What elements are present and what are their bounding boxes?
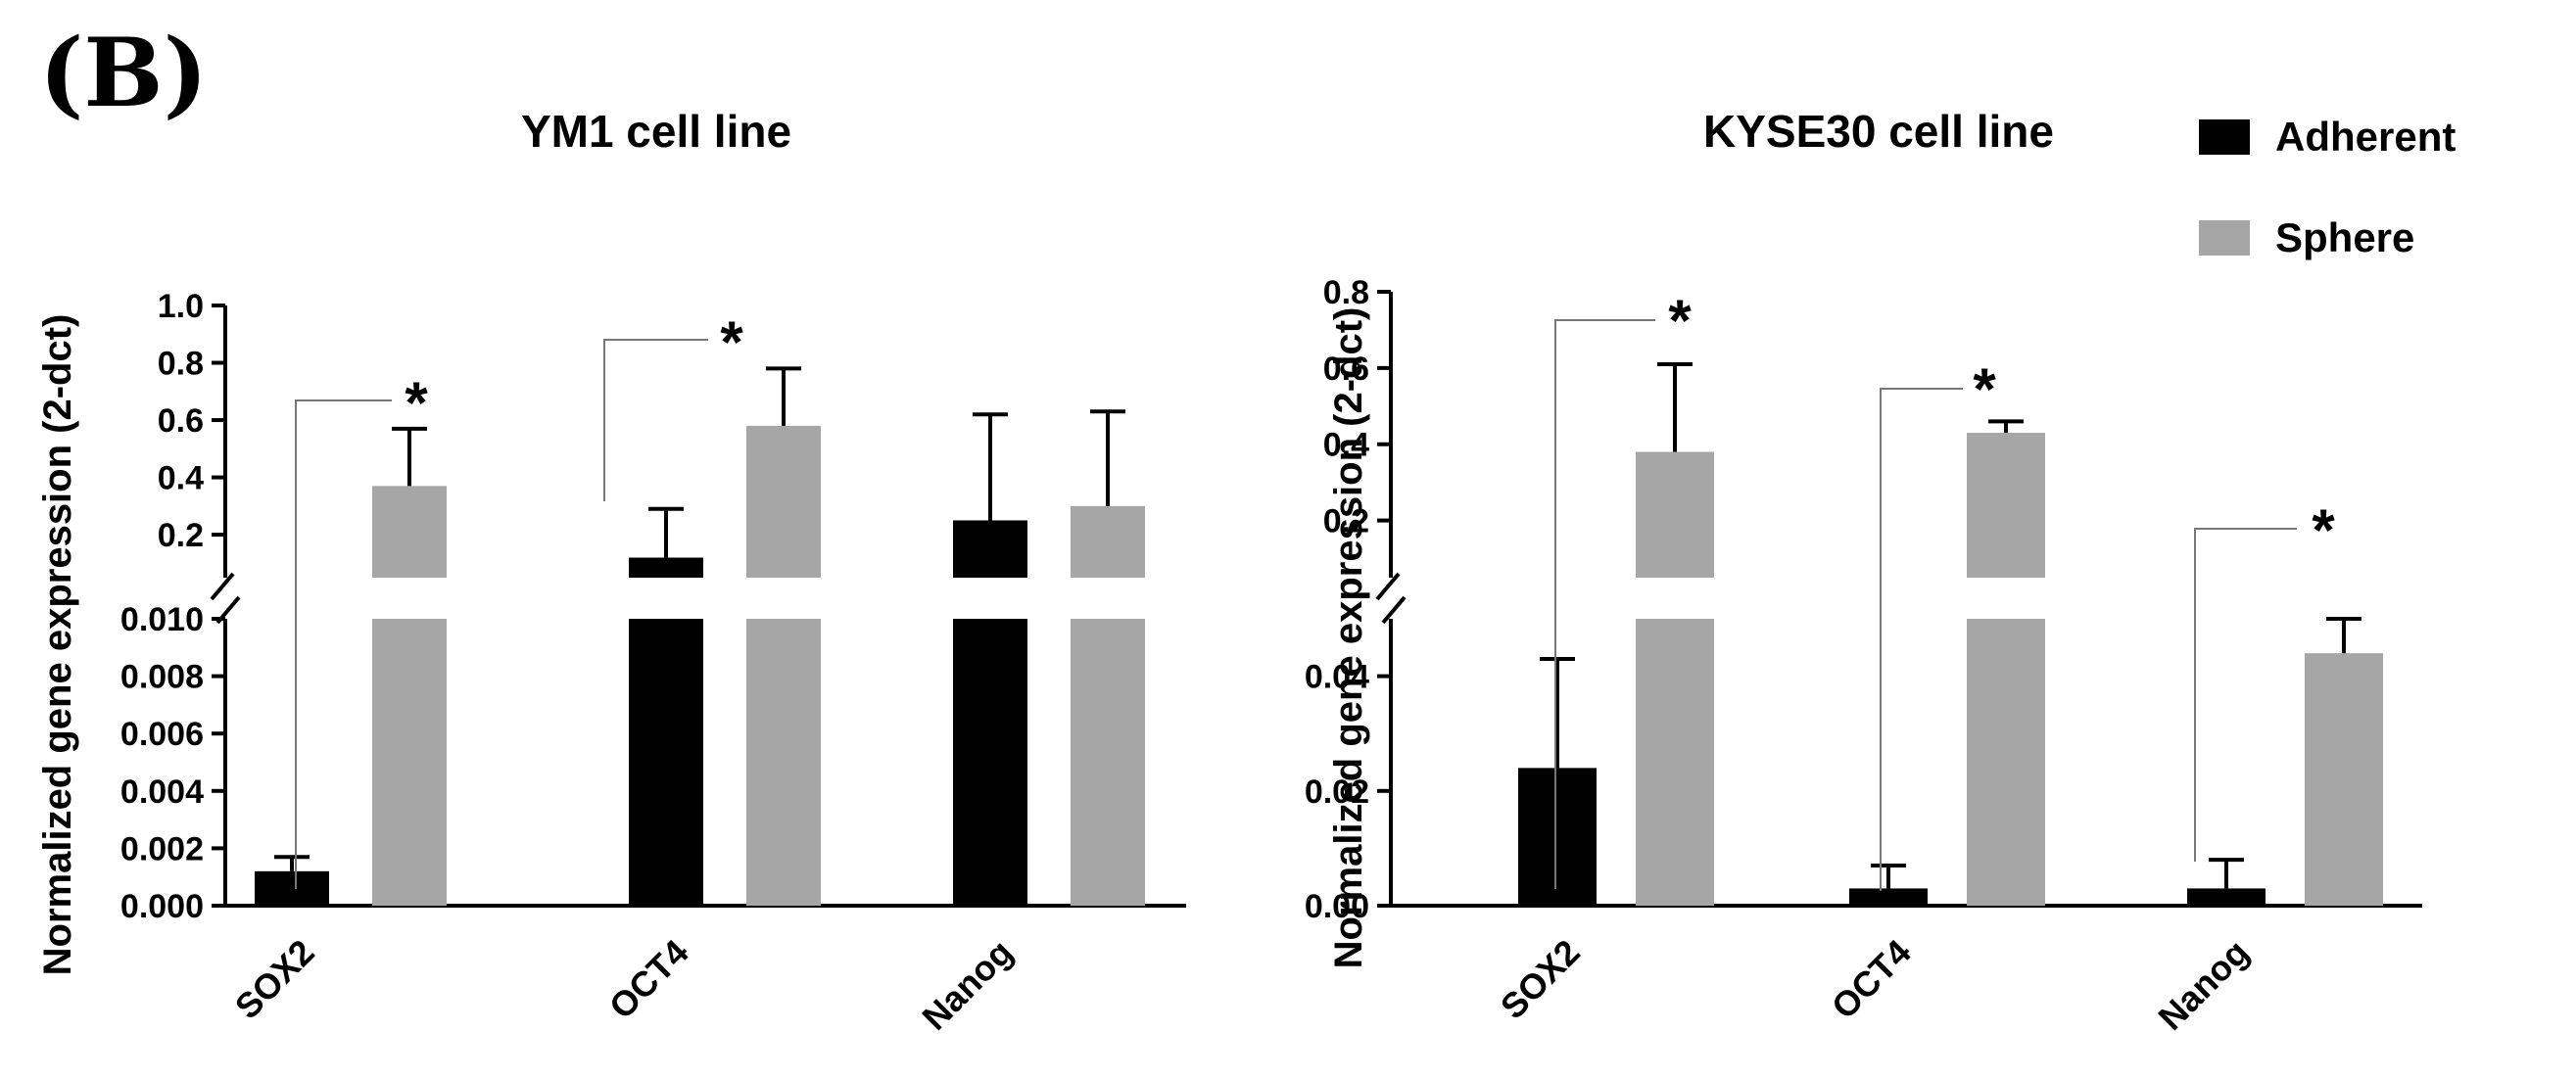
x-tick-label: Nanog xyxy=(2150,932,2256,1038)
y-tick-label: 0.8 xyxy=(1323,274,1369,311)
legend-swatch xyxy=(2199,119,2250,155)
bar xyxy=(1636,619,1714,906)
y-tick-label: 0.6 xyxy=(1323,351,1369,388)
significance-star: * xyxy=(1668,288,1692,353)
y-tick-label: 0.4 xyxy=(1323,427,1369,464)
significance-bracket xyxy=(603,339,708,501)
x-tick-label: OCT4 xyxy=(601,932,696,1027)
legend-label: Sphere xyxy=(2275,214,2414,260)
bar xyxy=(1967,619,2045,906)
x-tick-label: SOX2 xyxy=(1493,932,1588,1027)
legend-label: Adherent xyxy=(2275,114,2456,160)
significance-star: * xyxy=(1973,356,1996,422)
significance-star: * xyxy=(720,309,743,375)
y-axis-label: Normalized gene expression (2-dct) xyxy=(36,314,79,976)
axis-break-mark xyxy=(1375,572,1401,601)
x-tick-label: SOX2 xyxy=(227,932,322,1027)
y-tick-label: 0.008 xyxy=(120,659,204,696)
chart-kyse30: KYSE30 cell line Normalized gene expressi… xyxy=(1305,106,2422,1038)
chart-title: YM1 cell line xyxy=(521,106,791,157)
x-tick-label: OCT4 xyxy=(1824,932,1919,1027)
significance-bracket xyxy=(1880,388,1963,891)
y-tick-label: 0.00 xyxy=(1305,888,1369,925)
bar xyxy=(372,486,447,578)
legend-swatch xyxy=(2199,220,2250,256)
bar xyxy=(953,520,1027,578)
bar xyxy=(629,619,703,906)
significance-star: * xyxy=(405,370,428,436)
significance-bracket xyxy=(2194,528,2297,862)
bar xyxy=(746,425,821,578)
bar xyxy=(1071,505,1145,578)
chart-title: KYSE30 cell line xyxy=(1703,106,2054,157)
bar xyxy=(1518,768,1597,906)
y-tick-label: 0.6 xyxy=(158,402,204,440)
bar xyxy=(2187,888,2266,906)
bar xyxy=(1967,433,2045,578)
y-tick-label: 1.0 xyxy=(158,288,204,325)
significance-bracket xyxy=(1554,319,1655,889)
bar xyxy=(1849,888,1928,906)
y-axis-label: Normalized gene expression (2-dct) xyxy=(1327,307,1370,969)
chart-ym1: YM1 cell line Normalized gene expression … xyxy=(36,106,1186,1038)
bar xyxy=(746,619,821,906)
y-tick-label: 0.2 xyxy=(1323,503,1369,540)
y-tick-label: 0.002 xyxy=(120,830,204,867)
y-tick-label: 0.000 xyxy=(120,888,204,925)
bar xyxy=(953,619,1027,906)
bar xyxy=(1636,451,1714,578)
y-tick-label: 0.2 xyxy=(158,517,204,554)
significance-star: * xyxy=(2312,497,2335,563)
y-tick-label: 0.006 xyxy=(120,716,204,753)
bar xyxy=(255,870,329,906)
y-tick-label: 0.02 xyxy=(1305,773,1369,811)
bar xyxy=(629,557,703,578)
legend: Adherent Sphere xyxy=(2199,114,2456,260)
panel-label: (B) xyxy=(39,18,208,128)
bar xyxy=(2305,653,2383,906)
bar xyxy=(1071,619,1145,906)
x-tick-label: Nanog xyxy=(914,932,1020,1038)
bar xyxy=(372,619,447,906)
significance-bracket xyxy=(295,399,392,889)
y-tick-label: 0.004 xyxy=(120,773,204,811)
axis-break-mark xyxy=(1381,595,1407,625)
axis-break-mark xyxy=(210,572,235,601)
y-tick-label: 0.04 xyxy=(1305,659,1369,696)
y-tick-label: 0.010 xyxy=(120,601,204,638)
y-tick-label: 0.4 xyxy=(158,460,204,497)
y-tick-label: 0.8 xyxy=(158,346,204,383)
